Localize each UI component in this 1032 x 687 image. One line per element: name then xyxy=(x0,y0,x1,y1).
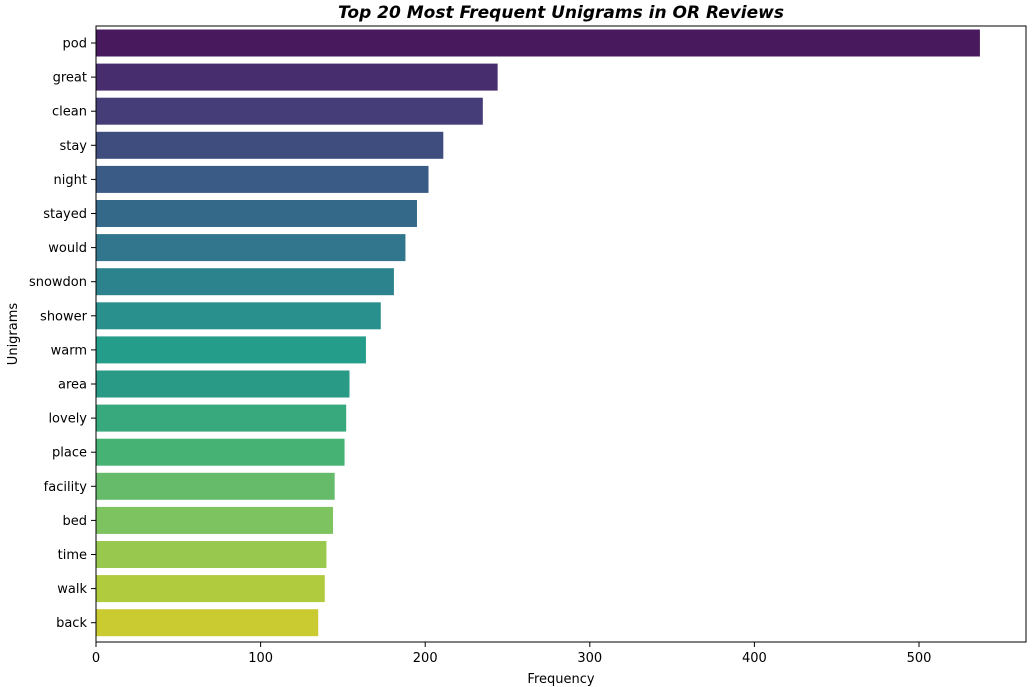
y-tick-label: walk xyxy=(57,582,87,597)
bar-snowdon xyxy=(96,268,394,296)
y-tick-label: facility xyxy=(44,480,88,495)
y-tick-label: stayed xyxy=(43,207,87,222)
bar-night xyxy=(96,165,429,193)
bar-back xyxy=(96,609,319,637)
x-tick-label: 400 xyxy=(742,651,767,666)
bar-area xyxy=(96,370,350,398)
bar-walk xyxy=(96,575,325,603)
y-tick-label: clean xyxy=(52,105,87,120)
y-tick-label: bed xyxy=(62,514,87,529)
x-tick-label: 100 xyxy=(248,651,273,666)
y-axis-ticks: pod great clean stay night stayed would snowdon… xyxy=(29,37,96,631)
y-tick-label: pod xyxy=(63,37,87,52)
bar-pod xyxy=(96,29,980,57)
x-tick-label: 0 xyxy=(92,651,100,666)
x-tick-label: 500 xyxy=(907,651,932,666)
y-tick-label: back xyxy=(56,616,87,631)
y-tick-label: would xyxy=(48,241,87,256)
bars-group xyxy=(96,29,980,637)
y-tick-label: time xyxy=(58,548,87,563)
bar-place xyxy=(96,438,345,466)
bar-time xyxy=(96,541,327,568)
y-tick-label: shower xyxy=(40,309,88,324)
y-tick-label: place xyxy=(52,446,87,461)
bar-warm xyxy=(96,336,366,364)
x-axis-ticks: 0 100 200 300 400 500 xyxy=(92,642,932,666)
y-axis-label: Unigrams xyxy=(6,303,21,366)
bar-facility xyxy=(96,472,335,500)
y-tick-label: night xyxy=(54,173,87,188)
y-tick-label: stay xyxy=(59,139,87,154)
y-tick-label: area xyxy=(58,378,87,393)
bar-stayed xyxy=(96,200,417,227)
y-tick-label: lovely xyxy=(48,412,87,427)
bar-bed xyxy=(96,506,334,534)
bar-stay xyxy=(96,131,444,159)
y-tick-label: great xyxy=(53,71,87,86)
x-axis-label: Frequency xyxy=(527,672,594,687)
chart-title: Top 20 Most Frequent Unigrams in OR Revi… xyxy=(338,3,784,23)
x-tick-label: 300 xyxy=(577,651,602,666)
x-tick-label: 200 xyxy=(413,651,438,666)
bar-lovely xyxy=(96,404,347,432)
bar-great xyxy=(96,63,498,91)
bar-clean xyxy=(96,97,483,125)
plot-frame xyxy=(95,25,1027,643)
y-tick-label: warm xyxy=(51,343,87,358)
bar-shower xyxy=(96,302,381,330)
bar-would xyxy=(96,234,406,262)
y-tick-label: snowdon xyxy=(29,275,87,290)
